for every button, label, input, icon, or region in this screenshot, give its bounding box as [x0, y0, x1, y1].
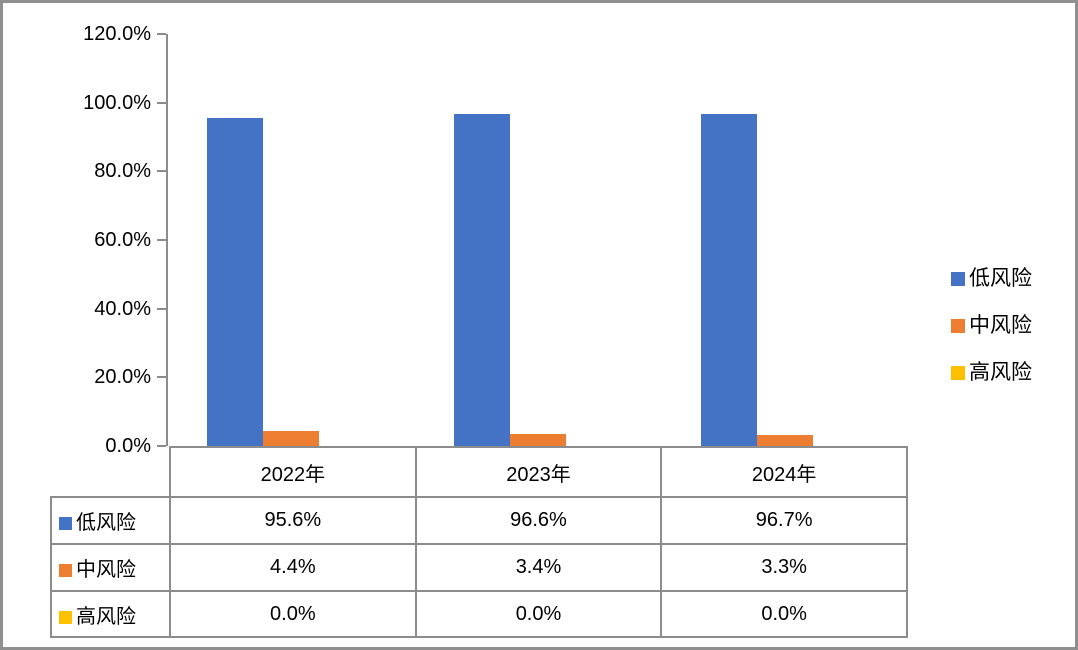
table-header-year: 2022年	[169, 446, 417, 498]
mid-risk-swatch-icon	[59, 564, 72, 577]
table-header-row: 2022年 2023年 2024年	[51, 446, 908, 498]
y-axis-tick-label: 40.0%	[94, 297, 151, 320]
table-series-label-text: 中风险	[76, 559, 136, 581]
y-axis-tick-label: 120.0%	[83, 23, 151, 45]
table-row: 低风险 95.6% 96.6% 96.7%	[50, 496, 908, 545]
table-value-cell: 3.3%	[660, 543, 908, 592]
table-value-cell: 3.4%	[414, 543, 663, 592]
table-value-cell: 96.6%	[414, 496, 663, 545]
bar-low-risk-2	[454, 114, 510, 446]
table-series-label-low-risk: 低风险	[50, 496, 171, 545]
table-value-cell: 0.0%	[169, 590, 417, 638]
y-axis-tick-label: 60.0%	[94, 229, 151, 251]
low-risk-swatch-icon	[951, 272, 965, 286]
high-risk-swatch-icon	[951, 366, 965, 380]
low-risk-swatch-icon	[59, 517, 72, 530]
legend-entry-low-risk: 低风险	[951, 268, 1032, 289]
legend-label: 低风险	[969, 267, 1032, 290]
legend-label: 中风险	[969, 314, 1032, 337]
table-corner-cell	[51, 447, 170, 497]
y-axis-line	[166, 34, 168, 446]
table-value-cell: 0.0%	[660, 590, 908, 638]
table-row: 中风险 4.4% 3.4% 3.3%	[50, 543, 908, 592]
y-axis-tick-label: 100.0%	[83, 91, 151, 114]
bar-mid-risk-1	[263, 430, 320, 446]
table-value-cell: 95.6%	[169, 496, 417, 545]
bar-low-risk-3	[700, 113, 757, 446]
y-axis-tick	[157, 170, 166, 173]
table-value-cell: 96.7%	[660, 496, 908, 545]
y-axis-tick	[157, 239, 166, 241]
mid-risk-swatch-icon	[951, 319, 965, 333]
table-header-year: 2023年	[414, 446, 663, 498]
data-table: 2022年 2023年 2024年低风险 95.6% 96.6% 96.7% 中风险 4.4%…	[50, 446, 908, 638]
table-value-cell: 0.0%	[414, 590, 663, 638]
table-row: 高风险 0.0% 0.0% 0.0%	[50, 590, 908, 638]
bar-low-risk-1	[207, 117, 264, 446]
high-risk-swatch-icon	[59, 610, 72, 624]
y-axis-tick	[157, 307, 166, 310]
y-axis-tick	[157, 445, 166, 447]
y-axis-tick-label: 0.0%	[105, 435, 151, 457]
table-series-label-text: 高风险	[76, 605, 136, 628]
y-axis-tick	[157, 33, 166, 35]
bar-mid-risk-3	[756, 434, 813, 446]
table-series-label-mid-risk: 中风险	[50, 543, 171, 592]
y-axis-tick-label: 80.0%	[94, 160, 151, 183]
table-value-cell: 4.4%	[169, 543, 417, 592]
y-axis-tick	[157, 376, 166, 379]
y-axis-tick-label: 20.0%	[94, 366, 151, 389]
table-header-year: 2024年	[660, 446, 908, 498]
table-series-label-high-risk: 高风险	[50, 590, 171, 638]
bar-mid-risk-2	[510, 434, 566, 446]
legend-entry-mid-risk: 中风险	[951, 315, 1032, 336]
table-series-label-text: 低风险	[76, 512, 136, 534]
legend-entry-high-risk: 高风险	[951, 362, 1032, 383]
legend-label: 高风险	[969, 361, 1032, 384]
y-axis-tick	[157, 101, 166, 104]
